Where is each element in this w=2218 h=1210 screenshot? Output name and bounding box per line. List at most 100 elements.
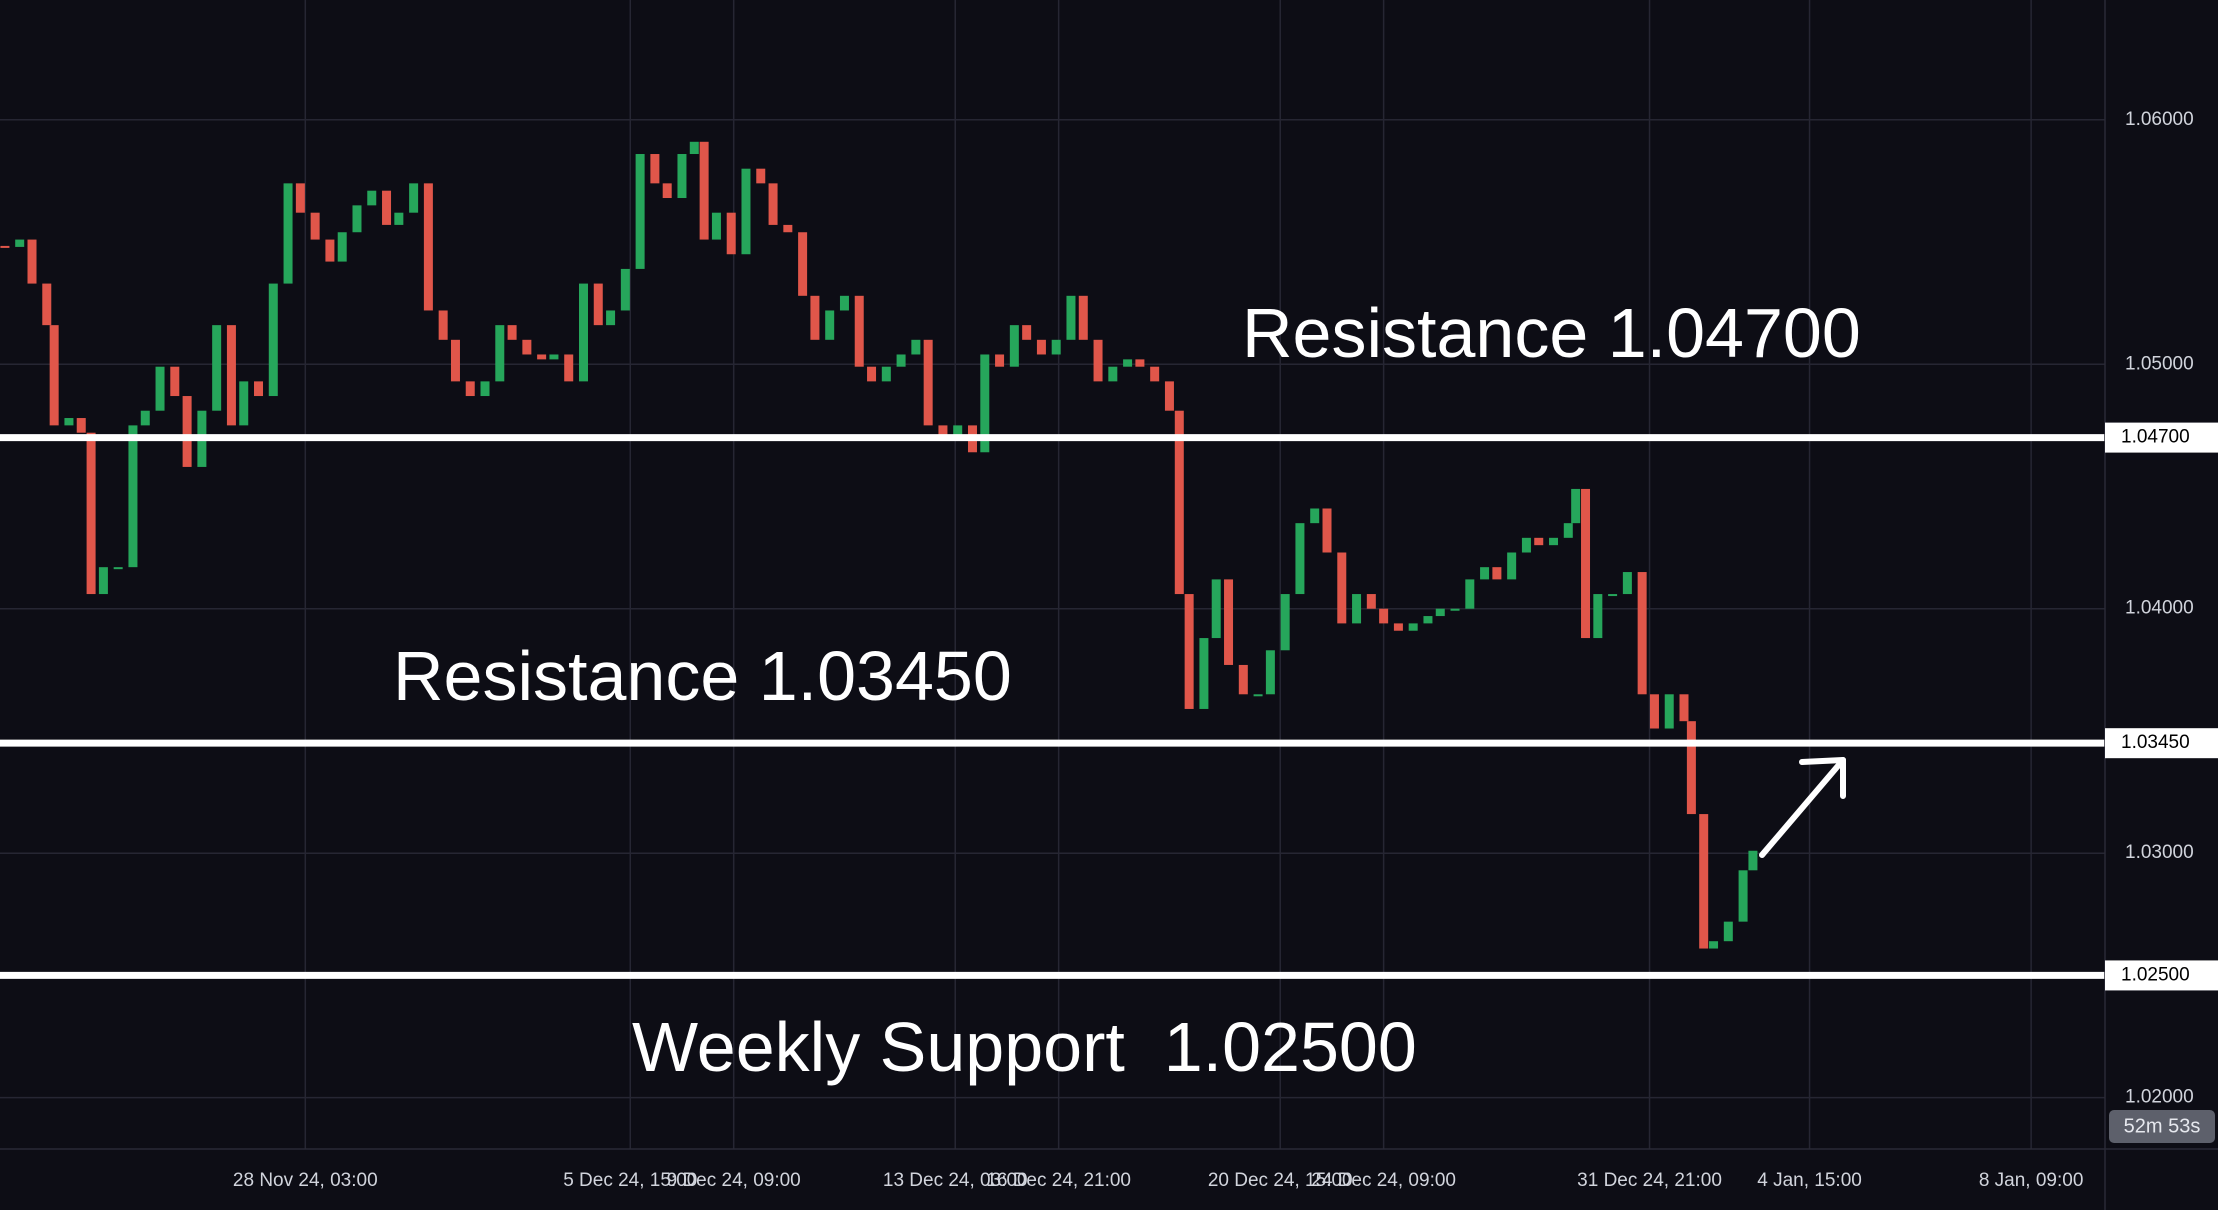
countdown-box xyxy=(2109,1110,2215,1143)
candle-body xyxy=(1078,295,1088,340)
candle-body xyxy=(295,183,305,213)
candle-body xyxy=(1450,608,1460,611)
candle-body xyxy=(27,239,37,284)
candle-body xyxy=(1622,572,1632,595)
annotation: Weekly Support 1.02500 xyxy=(632,1008,1417,1086)
candle-body xyxy=(537,354,547,360)
candle-body xyxy=(1581,488,1591,639)
candle-body xyxy=(938,425,948,438)
y-tick-label: 1.03000 xyxy=(2125,842,2194,863)
candle-body xyxy=(1423,616,1433,624)
candle-body xyxy=(1435,608,1445,617)
axes: 1.02000 1.03000 1.04000 1.05000 1.06000 28 No… xyxy=(233,109,2218,1191)
candle-body xyxy=(1408,623,1418,631)
candle-body xyxy=(825,310,835,340)
candle-body xyxy=(699,141,709,240)
candle-body xyxy=(1036,339,1046,355)
candle-body xyxy=(1465,579,1475,609)
x-tick-label: 8 Jan, 09:00 xyxy=(1979,1170,2084,1191)
candle-body xyxy=(1664,694,1674,729)
candle-body xyxy=(42,283,52,326)
candle-body xyxy=(756,168,766,184)
arrow xyxy=(1759,757,1846,858)
candle-body xyxy=(226,325,236,426)
grid xyxy=(0,0,2105,1149)
candle-body xyxy=(635,154,645,269)
candle-body xyxy=(689,141,699,155)
candle-body xyxy=(98,567,108,595)
annotation: Resistance 1.03450 xyxy=(393,637,1012,715)
candle-body xyxy=(1709,941,1719,949)
arrow-shaft xyxy=(1759,757,1846,858)
candle-body xyxy=(741,168,751,255)
candle-body xyxy=(1009,325,1019,367)
candle-body xyxy=(1637,572,1647,695)
levels xyxy=(0,434,2105,979)
annotation: Resistance 1.04700 xyxy=(1242,294,1861,372)
candle-body xyxy=(1379,608,1389,624)
candle-body xyxy=(1480,567,1490,580)
candle-body xyxy=(1211,579,1221,639)
x-tick-label: 16 Dec 24, 21:00 xyxy=(986,1170,1131,1191)
candle-body xyxy=(522,339,532,355)
candle-body xyxy=(325,239,335,262)
candle-body xyxy=(593,283,603,326)
candle-body xyxy=(1066,295,1076,340)
candle-body xyxy=(352,205,362,233)
x-tick-label: 31 Dec 24, 21:00 xyxy=(1577,1170,1722,1191)
candle-body xyxy=(140,410,150,426)
candle-body xyxy=(1150,366,1160,382)
candle-body xyxy=(254,381,264,397)
candle-body xyxy=(438,310,448,340)
candle-body xyxy=(839,295,849,311)
candle-body xyxy=(1521,537,1531,553)
candle-body xyxy=(310,212,320,240)
candle-body xyxy=(1310,508,1320,524)
candle-body xyxy=(1534,537,1544,546)
candle-body xyxy=(911,339,921,355)
candle-body xyxy=(662,183,672,199)
candle-body xyxy=(923,339,933,426)
x-tick-label: 5 Dec 24, 15:00 xyxy=(563,1170,697,1191)
level-label: 1.03450 xyxy=(2121,732,2190,753)
candle-body xyxy=(76,418,86,433)
candle-body xyxy=(283,183,293,284)
candle-body xyxy=(0,245,10,248)
candle-body xyxy=(1563,523,1573,538)
candles xyxy=(0,141,1758,949)
candle-body xyxy=(1507,552,1517,580)
candle-body xyxy=(1699,814,1709,949)
candle-body xyxy=(1549,537,1559,546)
x-tick-label: 28 Nov 24, 03:00 xyxy=(233,1170,378,1191)
candle-body xyxy=(798,232,808,296)
candle-body xyxy=(1123,359,1133,367)
level-label: 1.02500 xyxy=(2121,964,2190,985)
level-label: 1.04700 xyxy=(2121,427,2190,448)
candle-body xyxy=(953,425,963,438)
candle-body xyxy=(1238,664,1248,695)
candle-body xyxy=(337,232,347,262)
candle-body xyxy=(995,354,1005,367)
candle-body xyxy=(854,295,864,367)
arrow-head xyxy=(1799,757,1846,799)
candle-body xyxy=(1593,594,1603,639)
candle-body xyxy=(1337,552,1347,624)
candle-body xyxy=(549,354,559,360)
candle-body xyxy=(1199,638,1209,709)
candle-body xyxy=(980,354,990,453)
candle-body xyxy=(1322,508,1332,553)
candle-body xyxy=(1366,594,1376,609)
candle-body xyxy=(726,212,736,255)
candle-body xyxy=(1679,694,1689,722)
candle-body xyxy=(1738,870,1748,922)
x-tick-label: 4 Jan, 15:00 xyxy=(1757,1170,1862,1191)
candle-body xyxy=(783,224,793,233)
candle-body xyxy=(1022,325,1032,340)
candle-body xyxy=(1686,721,1696,815)
x-tick-label: 13 Dec 24, 03:00 xyxy=(883,1170,1028,1191)
candle-body xyxy=(620,268,630,311)
candle-body xyxy=(881,366,891,382)
candle-body xyxy=(578,283,588,382)
candle-body xyxy=(1135,359,1145,367)
candle-body xyxy=(394,212,404,225)
